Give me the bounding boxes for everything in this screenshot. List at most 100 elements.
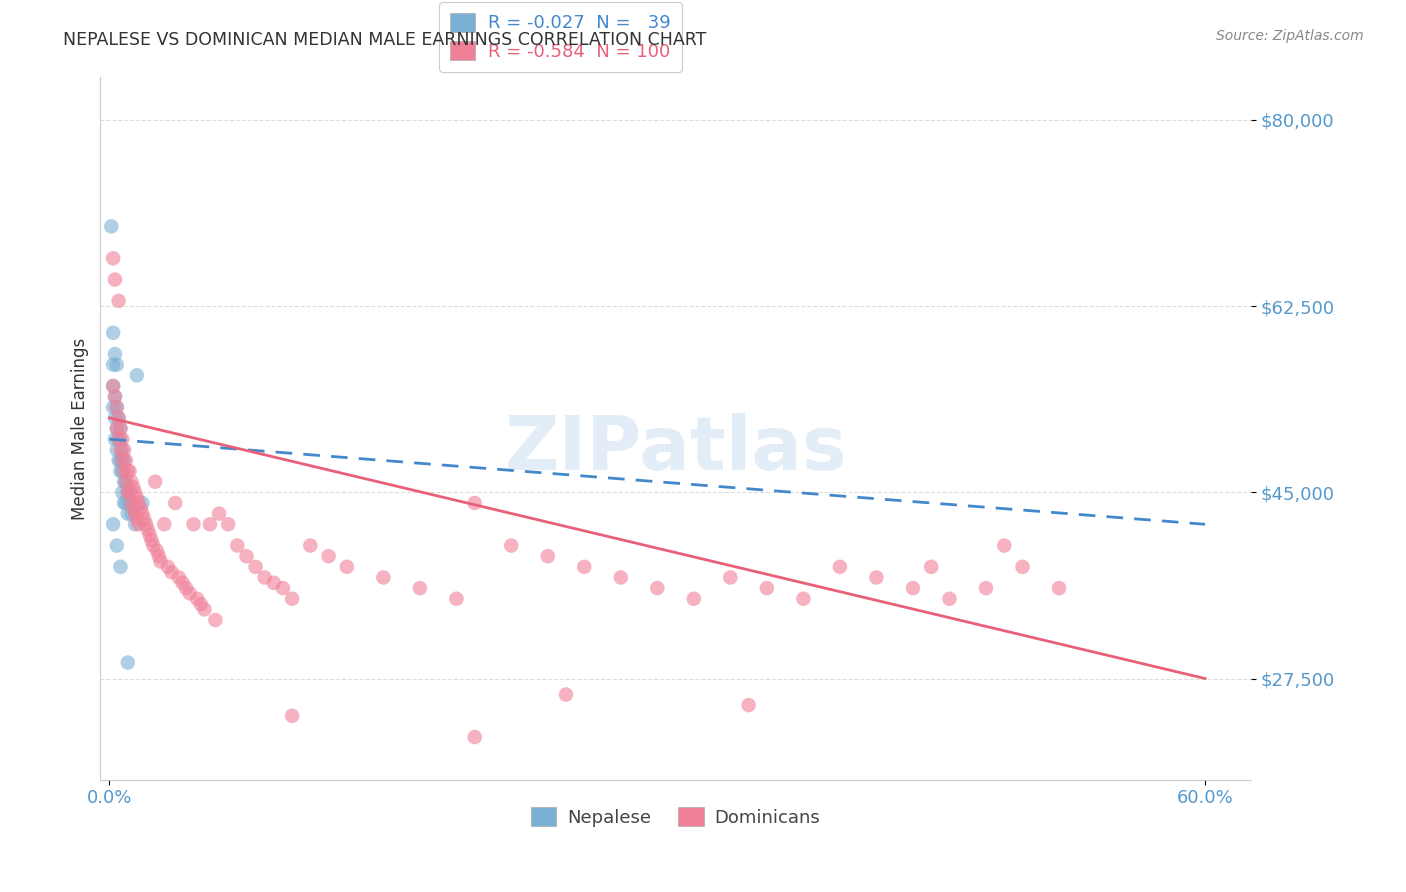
Point (100, 219, 122, 234)
Point (149, 554, 172, 568)
Point (120, 496, 142, 510)
Point (105, 401, 128, 415)
Point (682, 591, 704, 606)
Point (208, 507, 231, 521)
Point (217, 517, 239, 532)
Point (974, 581, 997, 595)
Point (172, 575, 194, 590)
Point (112, 475, 135, 489)
Point (105, 442, 128, 457)
Point (718, 570, 741, 584)
Point (118, 485, 141, 500)
Point (117, 485, 139, 500)
Point (901, 581, 924, 595)
Point (129, 501, 152, 516)
Point (107, 410, 129, 425)
Point (446, 591, 468, 606)
Point (537, 549, 560, 564)
Point (125, 512, 148, 526)
Point (135, 517, 157, 532)
Point (101, 252, 124, 266)
Point (138, 528, 160, 542)
Point (105, 358, 128, 372)
Point (167, 570, 190, 584)
Point (110, 421, 132, 435)
Point (112, 464, 135, 478)
Point (125, 491, 148, 505)
Point (115, 453, 138, 467)
Point (110, 432, 132, 446)
Point (174, 581, 197, 595)
Point (105, 539, 128, 553)
Point (117, 656, 139, 670)
Point (464, 496, 486, 510)
Point (281, 591, 304, 606)
Point (253, 570, 276, 584)
Point (111, 432, 134, 446)
Point (110, 421, 132, 435)
Point (131, 507, 153, 521)
Point (501, 539, 523, 553)
Point (755, 581, 778, 595)
Point (193, 602, 215, 616)
Point (153, 517, 176, 532)
Point (112, 442, 135, 457)
Point (198, 517, 221, 532)
Legend: Nepalese, Dominicans: Nepalese, Dominicans (524, 800, 827, 834)
Point (128, 496, 150, 510)
Text: NEPALESE VS DOMINICAN MEDIAN MALE EARNINGS CORRELATION CHART: NEPALESE VS DOMINICAN MEDIAN MALE EARNIN… (63, 31, 707, 49)
Point (118, 464, 141, 478)
Point (110, 442, 132, 457)
Point (124, 485, 146, 500)
Point (105, 421, 128, 435)
Point (993, 539, 1015, 553)
Point (111, 485, 134, 500)
Point (318, 549, 340, 564)
Point (271, 581, 294, 595)
Point (865, 570, 887, 584)
Point (464, 730, 486, 744)
Point (101, 379, 124, 393)
Point (104, 390, 127, 404)
Text: ZIPatlas: ZIPatlas (505, 413, 846, 486)
Point (128, 517, 150, 532)
Point (186, 591, 208, 606)
Point (134, 512, 156, 526)
Point (737, 698, 759, 713)
Point (107, 293, 129, 308)
Point (107, 453, 129, 467)
Point (104, 272, 127, 286)
Point (179, 586, 201, 600)
Point (938, 591, 960, 606)
Point (245, 559, 267, 574)
Point (124, 517, 146, 532)
Point (160, 565, 183, 579)
Point (107, 410, 129, 425)
Point (143, 475, 166, 489)
Point (111, 464, 134, 478)
Point (1047, 581, 1070, 595)
Point (190, 597, 212, 611)
Point (141, 533, 163, 548)
Point (610, 570, 633, 584)
Y-axis label: Median Male Earnings: Median Male Earnings (72, 337, 89, 520)
Point (115, 475, 138, 489)
Point (148, 549, 170, 564)
Point (120, 475, 142, 489)
Point (920, 559, 942, 574)
Point (204, 613, 226, 627)
Point (235, 549, 257, 564)
Point (104, 432, 127, 446)
Point (112, 496, 135, 510)
Point (115, 496, 138, 510)
Point (125, 368, 148, 383)
Point (110, 464, 132, 478)
Point (111, 453, 134, 467)
Point (117, 507, 139, 521)
Point (107, 432, 129, 446)
Point (111, 442, 134, 457)
Point (409, 581, 432, 595)
Point (105, 421, 128, 435)
Point (110, 453, 132, 467)
Point (647, 581, 669, 595)
